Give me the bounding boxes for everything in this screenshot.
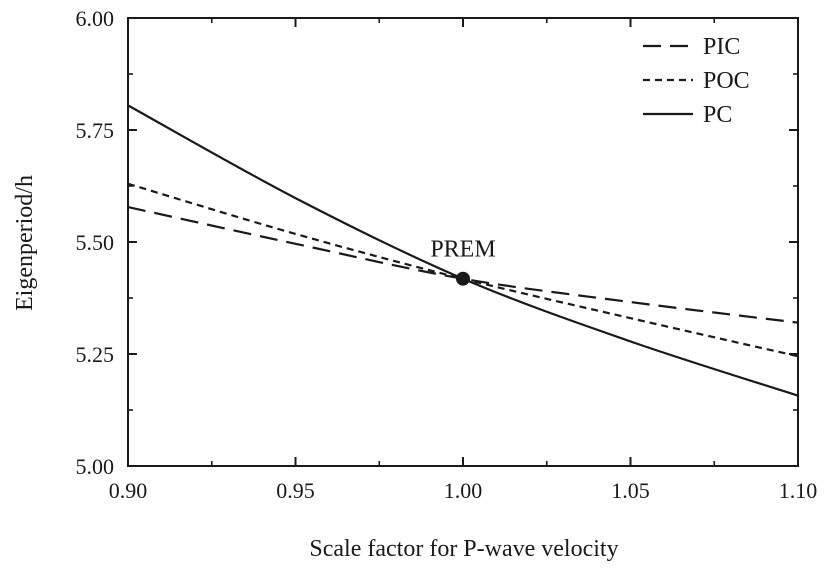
y-tick-label: 5.75 xyxy=(76,118,115,143)
x-tick-label: 1.05 xyxy=(611,478,650,503)
x-tick-label: 0.90 xyxy=(109,478,148,503)
legend-label-pic: PIC xyxy=(703,34,740,60)
y-tick-label: 5.25 xyxy=(76,342,115,367)
annotation: PREM xyxy=(430,237,496,286)
y-tick-label: 5.50 xyxy=(76,230,115,255)
x-axis-title: Scale factor for P-wave velocity xyxy=(309,536,618,562)
legend: PIC POC PC xyxy=(643,34,750,128)
legend-label-pc: PC xyxy=(703,102,732,128)
y-axis-title: Eigenperiod/h xyxy=(12,175,38,311)
prem-marker xyxy=(456,271,470,286)
prem-label: PREM xyxy=(430,237,495,263)
ticks: 0.90 0.95 1.00 1.05 1.10 5.00 5.25 5.50 5.75 6.00 xyxy=(76,6,818,503)
series-line-poc xyxy=(127,182,799,358)
y-tick-label: 5.00 xyxy=(76,454,115,479)
x-tick-label: 1.10 xyxy=(779,478,818,503)
legend-label-poc: POC xyxy=(703,68,750,94)
series-line-pic xyxy=(127,205,799,324)
x-tick-label: 1.00 xyxy=(444,478,483,503)
y-tick-label: 6.00 xyxy=(76,6,115,31)
x-tick-label: 0.95 xyxy=(276,478,315,503)
